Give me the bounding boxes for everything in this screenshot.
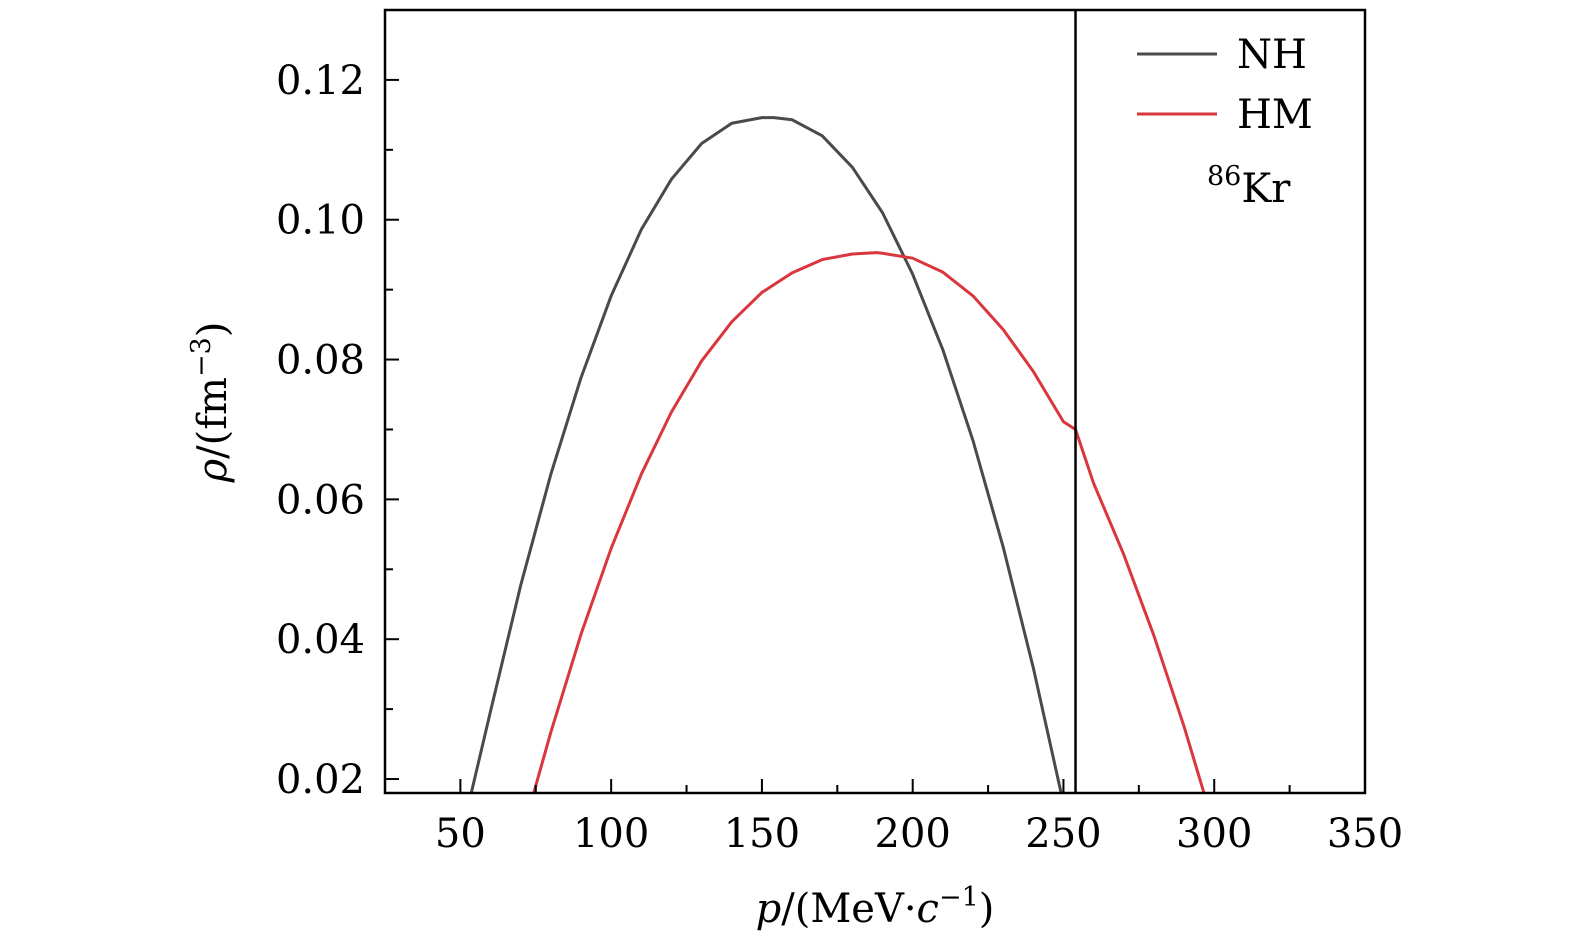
x-tick-label: 150 <box>724 811 800 857</box>
annotation-mass-number: 86 <box>1207 161 1241 192</box>
x-tick-labels: 50 100 150 200 250 300 350 <box>435 811 1403 857</box>
x-tick-label: 100 <box>573 811 649 857</box>
legend: NH HM <box>1137 32 1313 138</box>
annotation-element: Kr <box>1241 166 1291 212</box>
y-axis-unit-exponent: −3 <box>186 337 217 377</box>
nucleus-annotation: 86Kr <box>1207 161 1291 212</box>
x-axis-unit-close: ) <box>979 886 995 932</box>
legend-label-nh: NH <box>1237 32 1307 78</box>
y-axis-variable: ρ <box>190 458 236 483</box>
y-tick-label: 0.12 <box>276 58 365 104</box>
plot-frame <box>383 8 1367 795</box>
legend-label-hm: HM <box>1237 92 1313 138</box>
x-tick-label: 50 <box>435 811 486 857</box>
x-axis-unit-exponent: −1 <box>939 882 979 913</box>
series-line-hm <box>532 251 1206 793</box>
x-axis-unit-c: c <box>917 886 939 932</box>
axis-ticks <box>385 78 1366 793</box>
x-axis-unit-open: /(MeV· <box>781 886 916 932</box>
x-axis-title: p/(MeV·c−1) <box>756 882 995 932</box>
y-tick-label: 0.10 <box>276 198 365 244</box>
y-tick-label: 0.04 <box>276 617 365 663</box>
y-tick-labels: 0.02 0.04 0.06 0.08 0.10 0.12 <box>276 58 365 803</box>
y-tick-label: 0.02 <box>276 757 365 803</box>
y-axis-unit-open: /(fm <box>190 377 236 459</box>
series-curves <box>469 116 1206 793</box>
y-tick-label: 0.06 <box>276 477 365 523</box>
x-tick-label: 200 <box>875 811 951 857</box>
x-tick-label: 250 <box>1025 811 1101 857</box>
x-tick-label: 350 <box>1327 811 1403 857</box>
y-axis-title: ρ/(fm−3) <box>186 322 236 484</box>
y-axis-unit-close: ) <box>190 322 236 338</box>
series-line-nh <box>469 116 1063 793</box>
x-tick-label: 300 <box>1176 811 1252 857</box>
y-tick-label: 0.08 <box>276 338 365 384</box>
x-axis-variable: p <box>756 886 782 932</box>
